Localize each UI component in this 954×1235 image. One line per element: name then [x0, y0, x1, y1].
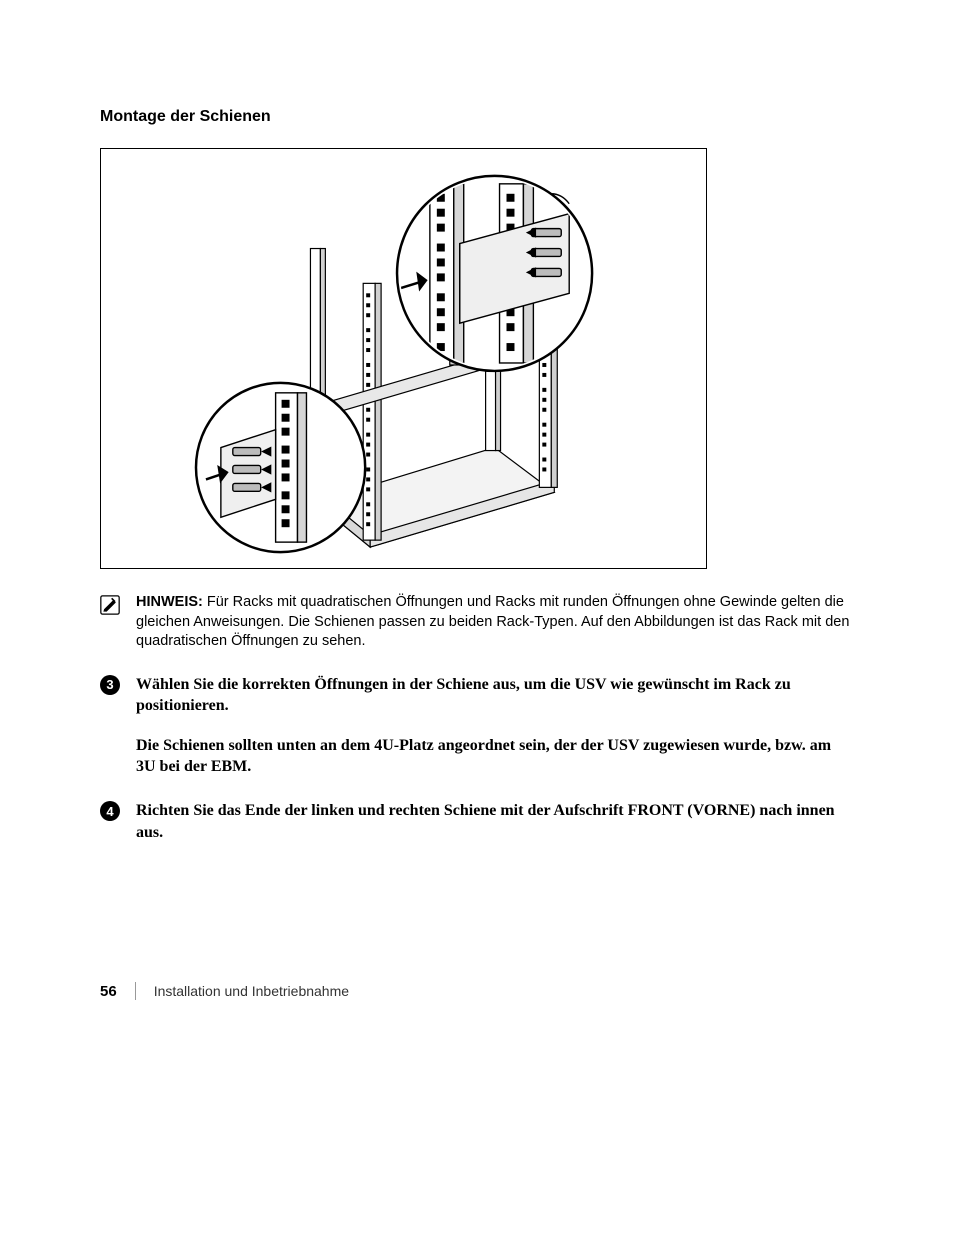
note-body: Für Racks mit quadratischen Öffnungen un…: [136, 594, 849, 649]
page-footer: 56 Installation und Inbetriebnahme: [100, 982, 349, 1000]
note-label: HINWEIS:: [136, 594, 203, 610]
note-text: HINWEIS: Für Racks mit quadratischen Öff…: [136, 593, 854, 652]
step3-para2: Die Schienen sollten unten an dem 4U-Pla…: [136, 735, 854, 778]
footer-separator: [135, 982, 136, 1000]
page-number: 56: [100, 983, 117, 1000]
footer-title: Installation und Inbetriebnahme: [154, 983, 349, 999]
section-heading: Montage der Schienen: [100, 108, 854, 126]
step-number-4: 4: [100, 801, 120, 821]
rail-install-figure: [100, 148, 707, 569]
step3-para1: Wählen Sie die korrekten Öffnungen in de…: [136, 674, 854, 717]
step-number-3: 3: [100, 675, 120, 695]
note-icon: [100, 595, 120, 615]
step4-para1: Richten Sie das Ende der linken und rech…: [136, 800, 854, 843]
